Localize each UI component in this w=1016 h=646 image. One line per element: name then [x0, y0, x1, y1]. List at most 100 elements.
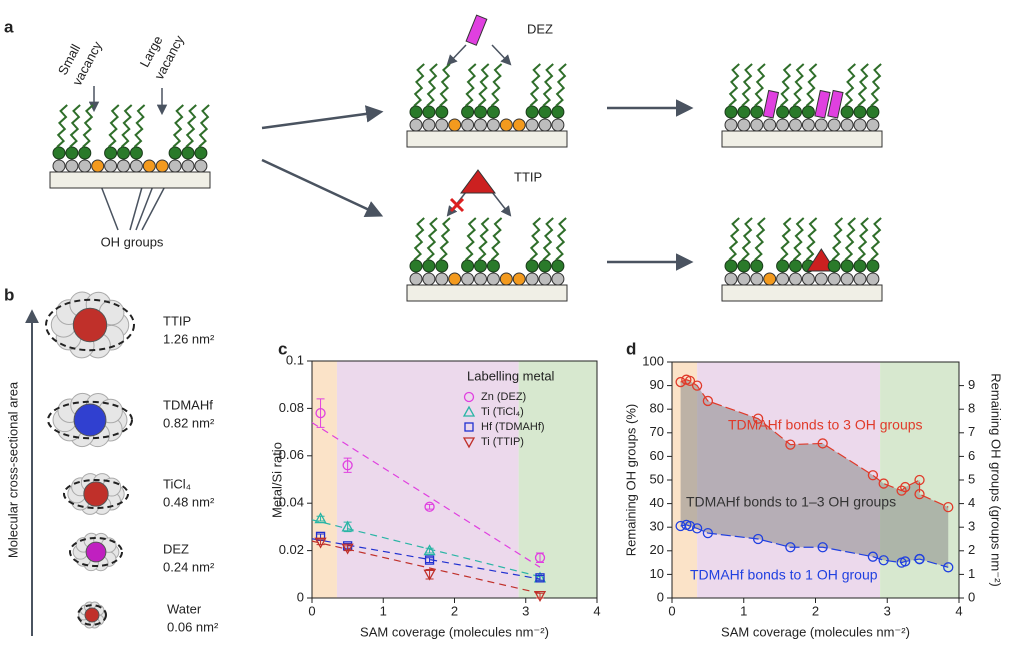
dez-icon [465, 14, 488, 46]
y-tick-label: 40 [650, 495, 664, 510]
ttip-icon [460, 169, 496, 194]
substrate [721, 130, 883, 148]
surface-atom [129, 159, 143, 173]
surface-atom [724, 118, 738, 132]
surface-atom [52, 159, 66, 173]
y-tick-label: 0.08 [279, 400, 304, 415]
y2-tick-label: 0 [968, 589, 975, 604]
data-point [684, 520, 696, 532]
surface-atom [78, 159, 92, 173]
y2-tick-label: 4 [968, 495, 975, 510]
error-bar [425, 557, 434, 563]
sam-head [853, 105, 867, 119]
sam-head [538, 105, 552, 119]
dez-bound [762, 89, 780, 119]
sam-head [801, 105, 815, 119]
surface-atom [422, 118, 436, 132]
sam-chain [56, 104, 68, 148]
sam-head [486, 105, 500, 119]
sam-head [422, 105, 436, 119]
surface-atom [168, 159, 182, 173]
surface-atom [750, 118, 764, 132]
sam-chain [831, 217, 844, 261]
sam-chain [792, 217, 805, 261]
error-bar [316, 539, 325, 546]
legend-label: Zn (DEZ) [481, 391, 526, 403]
legend-marker [463, 391, 475, 403]
sam-head [750, 259, 764, 273]
sam-head [409, 259, 423, 273]
molecule-area: 0.06 nm² [167, 619, 219, 634]
oh-group [499, 118, 513, 132]
oh-group [512, 118, 526, 132]
surface-atom [853, 118, 867, 132]
data-point [752, 413, 764, 424]
y-axis-label: Metal/Si ratio [269, 442, 284, 518]
sam-head [486, 259, 500, 273]
y2-axis-label: Remaining OH groups (groups nm⁻²) [989, 373, 1004, 587]
y2-tick-label: 6 [968, 448, 975, 463]
sam-chain [857, 217, 869, 261]
sam-head [538, 259, 552, 273]
surface-atom [866, 272, 880, 286]
x-axis-label: SAM coverage (molecules nm⁻²) [721, 624, 910, 639]
surface-atom [461, 272, 475, 286]
y2-tick-label: 2 [968, 542, 975, 557]
surface-atom [486, 272, 500, 286]
label: DEZ [527, 21, 553, 36]
surface-atom [827, 272, 841, 286]
sam-head [104, 146, 118, 160]
error-bar [316, 515, 325, 522]
sam-head [461, 259, 475, 273]
x-tick-label: 0 [668, 603, 675, 618]
sam-head [525, 105, 539, 119]
oh-group [448, 272, 462, 286]
surface-atom [750, 272, 764, 286]
sam-head [750, 105, 764, 119]
panel-label: c [278, 339, 287, 358]
data-point [314, 537, 327, 549]
surface-atom [104, 159, 118, 173]
surface-atom [538, 118, 552, 132]
data-point [702, 395, 714, 407]
sam-chain [120, 104, 133, 148]
sam-head [551, 259, 565, 273]
error-bar [425, 503, 434, 510]
x-tick-label: 4 [955, 603, 962, 618]
y-axis-label: Remaining OH groups (%) [623, 404, 638, 556]
sam-chain [426, 217, 438, 261]
molecule-area: 0.48 nm² [163, 494, 215, 509]
y2-tick-label: 9 [968, 377, 975, 392]
surface-atom [789, 272, 802, 286]
data-point [691, 523, 703, 534]
data-point [535, 573, 545, 583]
error-bar [536, 574, 544, 581]
sam-chain [844, 63, 856, 107]
sam-chain [728, 217, 740, 261]
data-point [424, 501, 435, 512]
oh-group [155, 159, 169, 173]
sam-chain [555, 217, 567, 261]
molecule-name: DEZ [163, 541, 189, 556]
data-point [314, 512, 327, 524]
surface-atom [776, 118, 790, 132]
data-point [878, 555, 889, 566]
sam-head [65, 146, 79, 160]
molecule-name: TiCl₄ [163, 476, 191, 491]
sam-head [866, 105, 880, 119]
surface-atom [117, 159, 130, 173]
panel-label: b [4, 285, 14, 304]
surface-atom [474, 272, 487, 286]
y-tick-label: 0.04 [279, 495, 304, 510]
annotation: TDMAHf bonds to 1 OH group [690, 567, 878, 583]
sam-chain [542, 217, 554, 261]
sam-chain [464, 217, 477, 261]
data-point [943, 562, 954, 573]
x-tick-label: 3 [884, 603, 891, 618]
sam-chain [172, 104, 184, 148]
surface-atom [435, 272, 449, 286]
sam-head [737, 259, 751, 273]
panel-label: d [626, 339, 636, 358]
